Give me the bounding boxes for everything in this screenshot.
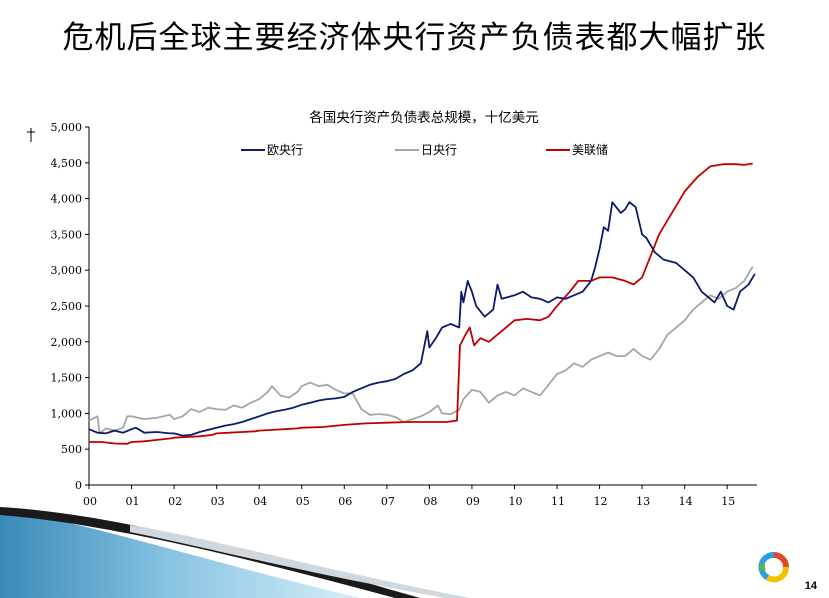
slide-title: 危机后全球主要经济体央行资产负债表都大幅扩张 bbox=[62, 20, 767, 56]
chart-axes: 05001,0001,5002,0002,5003,0003,5004,0004… bbox=[27, 121, 757, 508]
y-tick-label: 2,500 bbox=[51, 300, 83, 313]
x-tick-label: 12 bbox=[594, 495, 608, 508]
y-tick-label: 5,000 bbox=[51, 121, 83, 134]
slide-decoration bbox=[0, 507, 470, 598]
company-logo-icon bbox=[758, 551, 790, 583]
legend-label: 日央行 bbox=[421, 143, 457, 157]
x-tick-label: 13 bbox=[636, 495, 650, 508]
chart-series bbox=[88, 162, 756, 445]
y-tick-label: 2,000 bbox=[51, 336, 83, 349]
y-tick-label: 3,500 bbox=[51, 228, 83, 241]
y-tick-label: 1,000 bbox=[51, 407, 83, 420]
y-tick-label: 3,000 bbox=[51, 264, 83, 277]
series-line-2 bbox=[89, 162, 753, 445]
x-tick-label: 15 bbox=[721, 495, 735, 508]
decor-swoosh-light bbox=[130, 525, 470, 598]
x-tick-label: 07 bbox=[381, 495, 395, 508]
y-tick-label: 4,000 bbox=[51, 193, 83, 206]
legend-label: 欧央行 bbox=[267, 143, 303, 157]
x-tick-label: 14 bbox=[679, 495, 693, 508]
series-line-0 bbox=[88, 201, 756, 437]
decor-swoosh-blue bbox=[0, 510, 360, 598]
x-tick-label: 08 bbox=[423, 495, 437, 508]
x-tick-label: 10 bbox=[508, 495, 522, 508]
series-line-1 bbox=[88, 266, 754, 435]
x-tick-label: 05 bbox=[296, 495, 310, 508]
x-tick-label: 09 bbox=[466, 495, 480, 508]
x-tick-label: 01 bbox=[126, 495, 140, 508]
x-tick-label: 04 bbox=[253, 495, 267, 508]
legend-label: 美联储 bbox=[572, 142, 608, 157]
x-tick-label: 11 bbox=[551, 495, 565, 508]
y-tick-label: 4,500 bbox=[51, 157, 83, 170]
page-number: 14 bbox=[804, 580, 817, 592]
decor-swoosh-dark bbox=[0, 507, 420, 598]
x-tick-label: 03 bbox=[211, 495, 225, 508]
x-tick-label: 02 bbox=[168, 495, 182, 508]
x-tick-label: 00 bbox=[83, 495, 97, 508]
y-tick-label: 1,500 bbox=[51, 372, 83, 385]
y-tick-label: 500 bbox=[61, 443, 82, 456]
chart-title: 各国央行资产负债表总规模，十亿美元 bbox=[309, 110, 539, 126]
chart-legend: 欧央行 日央行 美联储 bbox=[241, 142, 608, 157]
y-tick-label: 0 bbox=[75, 479, 82, 492]
x-tick-label: 06 bbox=[338, 495, 352, 508]
